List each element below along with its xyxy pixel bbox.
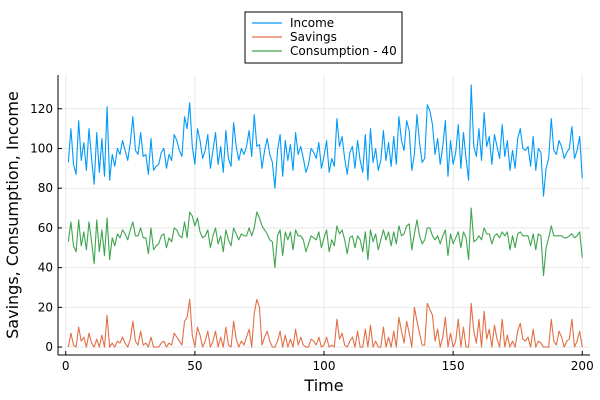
- x-tick-label: 50: [187, 359, 202, 373]
- legend-label-income: Income: [290, 16, 334, 30]
- series-lines: [67, 84, 583, 348]
- x-tick-label: 0: [62, 359, 70, 373]
- tick-labels: 0 50 100 150 200 0 20 40 60 80 100 120: [30, 102, 594, 373]
- legend: Income Savings Consumption - 40: [244, 11, 403, 64]
- y-tick-label: 40: [38, 261, 53, 275]
- legend-label-savings: Savings: [290, 30, 337, 44]
- y-tick-label: 80: [38, 181, 53, 195]
- y-tick-label: 100: [30, 141, 53, 155]
- income-line: [67, 84, 583, 197]
- x-tick-label: 200: [571, 359, 594, 373]
- y-tick-label: 0: [45, 340, 53, 354]
- grid: [58, 75, 590, 355]
- legend-label-consumption: Consumption - 40: [290, 44, 397, 58]
- savings-line: [67, 298, 583, 348]
- x-tick-label: 150: [442, 359, 465, 373]
- y-axis-title: Savings, Consumption, Income: [3, 91, 22, 339]
- y-tick-label: 60: [38, 221, 53, 235]
- y-tick-label: 20: [38, 300, 53, 314]
- x-tick-label: 100: [313, 359, 336, 373]
- x-axis-title: Time: [303, 376, 343, 395]
- consumption-line: [67, 207, 583, 277]
- y-tick-label: 120: [30, 102, 53, 116]
